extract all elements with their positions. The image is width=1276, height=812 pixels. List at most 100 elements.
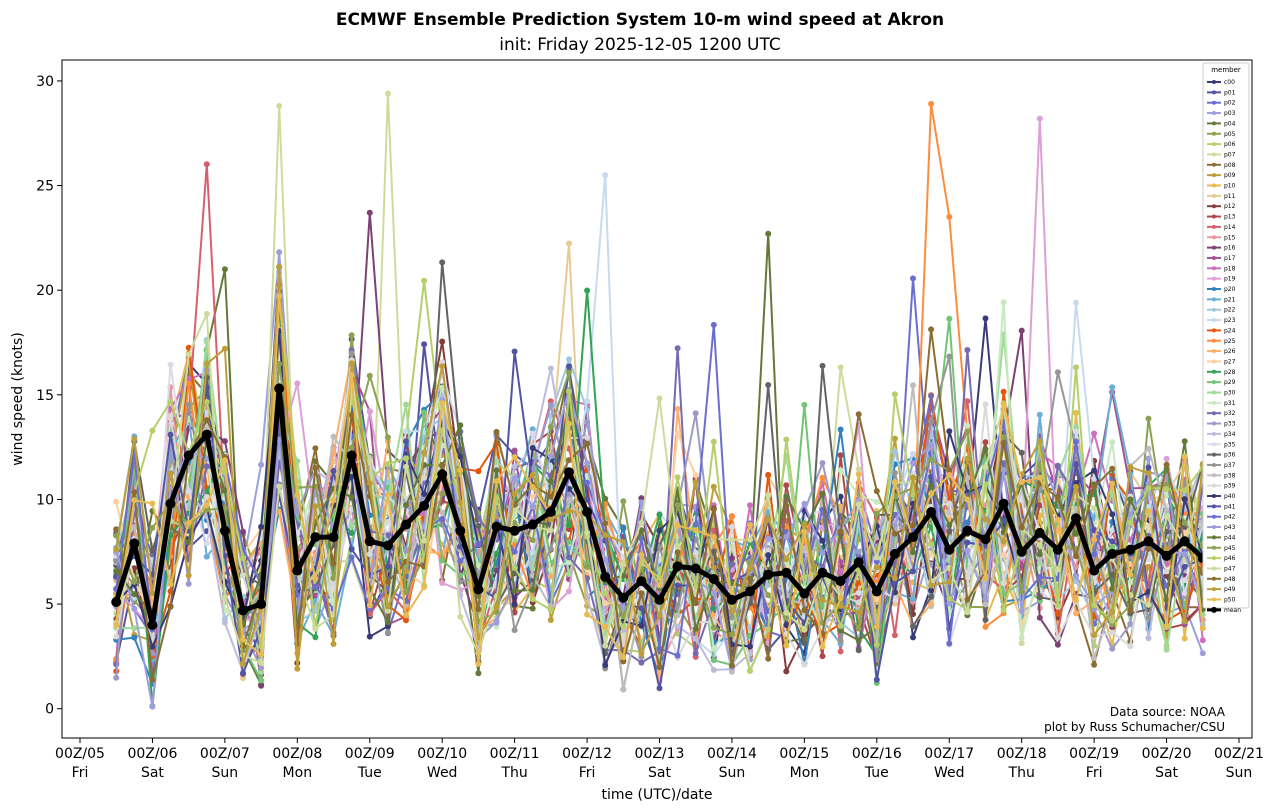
series-point-p50 (1091, 536, 1098, 543)
series-point-p44 (547, 478, 554, 485)
series-point-p45 (348, 444, 355, 451)
series-point-p46 (837, 623, 844, 629)
series-point-p23 (602, 172, 609, 179)
mean-point (1107, 548, 1118, 559)
series-point-p50 (1181, 454, 1188, 461)
series-point-p49 (946, 578, 953, 585)
series-point-p46 (403, 455, 409, 462)
series-point-p49 (294, 665, 301, 672)
legend-label: p18 (1224, 265, 1236, 272)
series-point-p34 (692, 635, 699, 642)
series-point-p09 (710, 483, 717, 490)
series-point-p02 (910, 275, 916, 282)
series-point-p30 (131, 625, 138, 632)
legend-label: p28 (1224, 369, 1236, 376)
series-point-p27 (529, 493, 536, 500)
x-tick-label-time: 00Z/10 (417, 746, 467, 762)
legend-item-p30: p30 (1207, 390, 1236, 397)
series-point-p47 (584, 529, 591, 536)
series-point-p50 (312, 575, 319, 582)
series-point-p50 (240, 636, 246, 643)
series-point-p24 (1000, 388, 1007, 395)
series-point-p41 (891, 579, 898, 586)
series-point-p50 (1145, 508, 1152, 515)
series-point-p49 (873, 564, 880, 571)
series-point-p49 (891, 575, 898, 582)
series-point-p41 (511, 348, 518, 355)
series-point-p34 (511, 463, 518, 470)
mean-point (763, 569, 774, 580)
series-point-p23 (1073, 299, 1079, 306)
series-point-p50 (964, 496, 971, 503)
y-tick-label: 10 (36, 492, 54, 508)
series-point-p24 (1054, 610, 1061, 617)
series-point-p35 (1181, 590, 1188, 597)
series-point-p46 (946, 595, 953, 602)
series-point-p32 (1000, 460, 1007, 467)
series-point-p49 (312, 503, 319, 510)
series-point-p32 (674, 345, 681, 352)
series-point-p45 (131, 578, 138, 585)
series-point-p43 (584, 460, 591, 467)
series-point-p47 (674, 543, 681, 550)
series-point-p49 (276, 263, 283, 270)
series-point-p36 (1163, 528, 1170, 535)
series-point-p49 (547, 516, 554, 523)
series-point-p42 (946, 640, 953, 647)
series-point-p49 (910, 474, 916, 481)
legend-swatch-marker (1212, 431, 1216, 436)
series-point-p48 (765, 655, 772, 662)
series-point-p31 (964, 422, 971, 429)
series-point-p29 (421, 409, 428, 416)
series-point-p30 (1163, 646, 1170, 653)
series-point-p31 (1109, 439, 1116, 446)
legend-item-p11: p11 (1207, 193, 1236, 200)
series-point-p44 (131, 591, 138, 598)
series-point-p49 (457, 499, 464, 506)
series-point-p29 (819, 603, 826, 610)
series-point-p45 (547, 423, 554, 430)
x-tick-label-day: Wed (934, 765, 965, 781)
legend-item-p25: p25 (1207, 338, 1236, 345)
series-point-p44 (185, 539, 192, 546)
series-point-p34 (1145, 635, 1152, 642)
legend-item-p02: p02 (1207, 100, 1236, 107)
legend-swatch-marker (1212, 421, 1216, 426)
x-tick-label-day: Tue (864, 765, 889, 781)
series-point-p39 (421, 474, 428, 481)
series-point-p46 (167, 398, 174, 405)
series-point-p20 (620, 524, 627, 531)
series-point-p36 (1018, 449, 1025, 456)
legend-item-p21: p21 (1207, 296, 1236, 303)
series-point-p35 (529, 430, 536, 437)
x-tick-label-day: Mon (790, 765, 820, 781)
series-point-p50 (457, 467, 464, 474)
series-point-p49 (529, 472, 536, 478)
series-point-p45 (566, 369, 572, 376)
legend-swatch-marker (1212, 442, 1216, 447)
series-point-p08 (1091, 661, 1098, 668)
series-point-p37 (348, 350, 355, 357)
legend-title: member (1211, 66, 1241, 74)
legend-swatch-marker (1212, 276, 1216, 281)
series-point-p44 (348, 494, 355, 500)
series-point-p49 (493, 604, 500, 610)
series-point-p22 (891, 448, 898, 455)
series-point-p48 (656, 664, 663, 671)
series-point-p47 (457, 613, 464, 620)
series-point-p44 (946, 522, 953, 529)
mean-point (564, 467, 574, 478)
series-point-p36 (928, 593, 935, 600)
mean-point (147, 620, 158, 630)
series-point-p16 (221, 438, 228, 445)
series-point-p23 (529, 549, 536, 556)
series-point-p49 (113, 546, 120, 553)
series-point-p42 (656, 645, 663, 652)
series-point-p41 (221, 552, 228, 559)
series-point-p41 (566, 363, 572, 370)
mean-point (183, 450, 194, 461)
series-point-p40 (946, 428, 953, 435)
series-point-p50 (348, 372, 355, 378)
legend-swatch-marker (1212, 297, 1216, 302)
legend-swatch-marker (1212, 224, 1216, 229)
